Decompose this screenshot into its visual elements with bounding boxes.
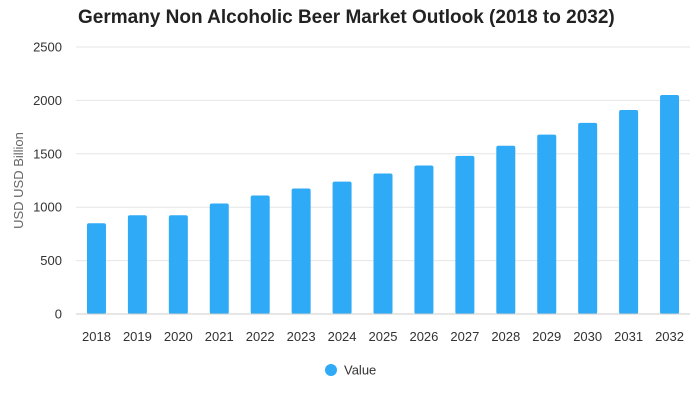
x-tick-label: 2023 [287,329,316,344]
bar-2031[interactable] [619,110,639,315]
bars [86,95,680,315]
x-tick-label: 2025 [369,329,398,344]
x-tick-label: 2028 [491,329,520,344]
x-tick-label: 2018 [82,329,111,344]
bar-2018[interactable] [86,223,106,314]
x-tick-label: 2029 [532,329,561,344]
x-tick-label: 2026 [409,329,438,344]
bar-2023[interactable] [291,188,311,314]
bar-2020[interactable] [168,215,188,314]
bar-2027[interactable] [455,155,475,314]
bar-2022[interactable] [250,195,270,314]
bar-2028[interactable] [496,145,516,314]
y-tick-label: 2000 [33,93,62,108]
x-tick-label: 2019 [123,329,152,344]
legend-label-value: Value [344,363,376,378]
y-tick-label: 1500 [33,146,62,161]
bar-2032[interactable] [660,95,680,314]
bar-2025[interactable] [373,173,393,314]
y-tick-label: 2500 [33,40,62,55]
legend-marker-value [325,364,337,376]
x-tick-label: 2031 [614,329,643,344]
x-tick-label: 2027 [450,329,479,344]
y-tick-label: 500 [40,253,62,268]
bar-2030[interactable] [578,122,598,314]
x-tick-label: 2024 [328,329,357,344]
x-tick-label: 2030 [573,329,602,344]
y-tick-label: 1000 [33,200,62,215]
bar-2021[interactable] [209,203,229,314]
x-axis-ticks: 2018 2019 2020 2021 2022 2023 2024 2025 2026 2027… [82,329,684,344]
bar-2026[interactable] [414,165,434,314]
x-tick-label: 2020 [164,329,193,344]
x-tick-label: 2032 [655,329,684,344]
bar-2029[interactable] [537,134,557,314]
x-tick-label: 2021 [205,329,234,344]
chart-title: Germany Non Alcoholic Beer Market Outloo… [78,7,615,28]
legend[interactable]: Value [325,363,376,378]
bar-2019[interactable] [127,215,147,314]
x-tick-label: 2022 [246,329,275,344]
bar-2024[interactable] [332,181,352,314]
y-tick-label: 0 [55,307,62,322]
y-axis-title: USD USD Billion [11,132,26,229]
y-axis-ticks: 0 500 1000 1500 2000 2500 [33,40,62,322]
